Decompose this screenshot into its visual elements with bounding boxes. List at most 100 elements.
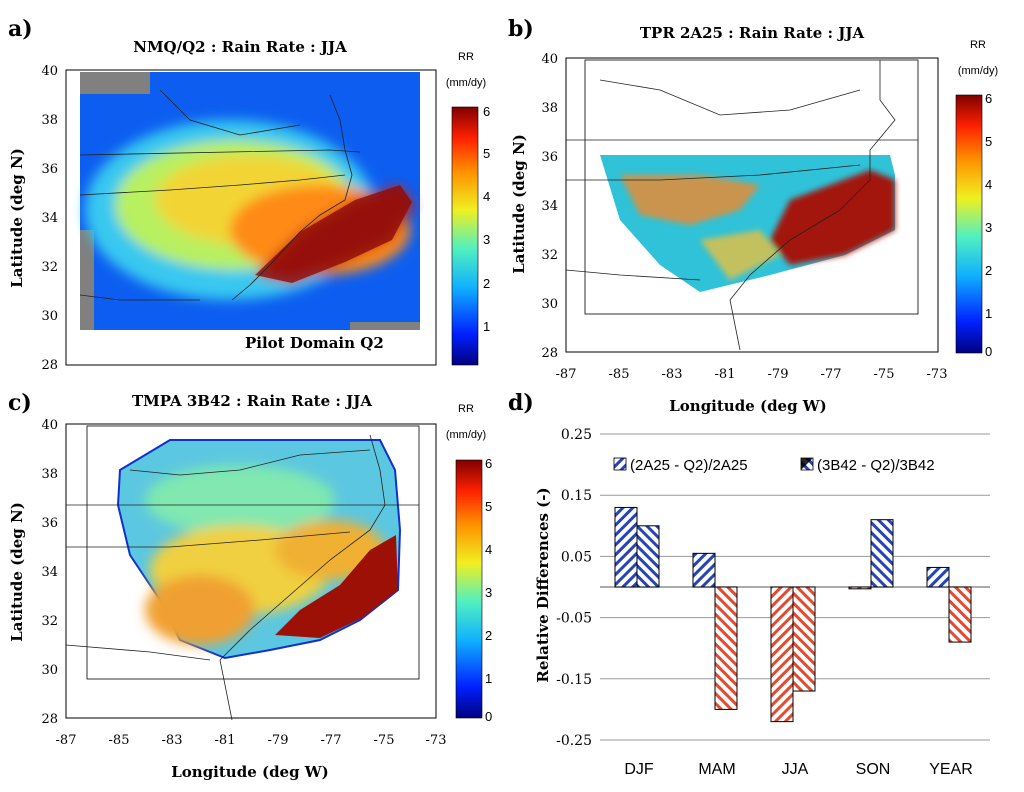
bar-djf-series-1 [614, 506, 638, 588]
bar-mam-series-2 [714, 586, 738, 710]
panel-b-xtick: -75 [874, 367, 895, 382]
bar-son-series-2 [870, 519, 894, 588]
bar-year-series-2 [948, 586, 972, 643]
panel-b-xtick: -77 [821, 367, 842, 382]
panel-a-ytick: 36 [41, 162, 58, 177]
panel-d-ytick: 0.05 [561, 549, 592, 565]
panel-c-coastal-max [275, 535, 398, 638]
panel-b-xtick: -81 [715, 367, 736, 382]
legend-swatch-series-2-corner [801, 458, 813, 470]
panel-a-cbar-tick: 4 [483, 189, 490, 204]
panel-a-cbar [451, 106, 479, 366]
panel-d-xtick: YEAR [929, 761, 973, 778]
panel-d-ytick: -0.05 [556, 611, 592, 627]
panel-c-cbar-tick: 1 [485, 671, 492, 686]
panel-c-colorbar: RR (mm/dy) 6 5 4 3 2 1 0 [446, 403, 492, 724]
panel-b-ytick: 40 [541, 52, 558, 67]
panel-b-cbar-tick: 2 [985, 263, 992, 278]
panel-c-xtick: -79 [268, 733, 289, 748]
panel-c-cbar-tick: 3 [485, 585, 492, 600]
panel-d-yticks: 0.25 0.15 0.05 -0.05 -0.15 -0.25 [556, 427, 592, 749]
panel-b-yticks: 40 38 36 34 32 30 28 [541, 52, 558, 361]
panel-a-nodata-nw [80, 72, 150, 94]
panel-c-xtick: -83 [162, 733, 183, 748]
panel-c-ytick: 34 [41, 565, 58, 580]
panel-a-ytick: 38 [41, 113, 58, 128]
panel-c-ytick: 40 [41, 418, 58, 433]
panel-c-cbar-tick: 4 [485, 542, 492, 557]
panel-a-cbar-title: RR [458, 51, 474, 63]
panel-a-ylabel: Latitude (deg N) [8, 148, 26, 288]
panel-b-xtick: -83 [662, 367, 683, 382]
panel-d-ytick: -0.15 [556, 672, 592, 688]
panel-c-xtick: -77 [321, 733, 342, 748]
panel-b-ytick: 36 [541, 150, 558, 165]
bar-jja-series-1 [770, 586, 794, 723]
legend-swatch-series-1 [613, 457, 627, 471]
panel-c-xtick: -85 [109, 733, 130, 748]
panel-c-ytick: 30 [41, 663, 58, 678]
panel-c-domain-box [86, 425, 420, 680]
panel-a-annotation: Pilot Domain Q2 [245, 334, 384, 352]
panel-c-ytick: 36 [41, 516, 58, 531]
panel-b-xtick: -79 [768, 367, 789, 382]
panel-b-cbar-tick: 3 [985, 220, 992, 235]
panel-c-cbar-tick: 5 [485, 499, 492, 514]
bar-jja-series-2 [792, 586, 816, 692]
panel-d-legend: (2A25 - Q2)/2A25 (3B42 - Q2)/3B42 [613, 457, 935, 474]
panel-a-ytick: 32 [41, 260, 58, 275]
panel-c-xticks: -87 -85 -83 -81 -79 -77 -75 -73 [56, 733, 447, 748]
panel-b-xtick: -73 [927, 367, 948, 382]
panel-b-ylabel: Latitude (deg N) [510, 134, 528, 274]
panel-b-domain-box [584, 59, 919, 315]
panel-a-map: Pilot Domain Q2 [65, 69, 437, 366]
panel-d-ytick: -0.25 [556, 733, 592, 749]
panel-a-letter: a) [8, 16, 33, 42]
panel-a-title: NMQ/Q2 : Rain Rate : JJA [133, 38, 347, 56]
panel-d-xtick: JJA [782, 761, 809, 778]
panel-b-cbar-units: (mm/dy) [958, 65, 998, 77]
panel-b-title: TPR 2A25 : Rain Rate : JJA [640, 24, 865, 42]
panel-b-map [565, 57, 939, 353]
bar-year-series-1 [926, 566, 950, 588]
panel-d-ylabel: Relative Differences (-) [534, 487, 552, 682]
panel-c-cbar-units: (mm/dy) [446, 429, 486, 441]
panel-a-ytick: 30 [41, 309, 58, 324]
panel-a-yticks: 40 38 36 34 32 30 28 [41, 64, 58, 373]
panel-a-ytick: 34 [41, 211, 58, 226]
panel-b-cbar-tick: 6 [985, 91, 992, 106]
panel-b: b) TPR 2A25 : Rain Rate : JJA Latitude (… [508, 16, 998, 415]
panel-c-map [65, 423, 437, 721]
panel-b-colorbar: RR (mm/dy) 6 5 4 3 2 1 0 [955, 39, 998, 359]
panel-c-ytick: 28 [41, 712, 58, 727]
panel-d-bars [614, 506, 972, 723]
panel-b-ytick: 34 [541, 199, 558, 214]
panel-b-cbar-tick: 0 [985, 344, 992, 359]
panel-c-ylabel: Latitude (deg N) [8, 502, 26, 642]
panel-c-xtick: -75 [374, 733, 395, 748]
panel-d-xtick: SON [856, 761, 891, 778]
panel-b-xtick: -87 [556, 367, 577, 382]
panel-c: c) TMPA 3B42 : Rain Rate : JJA Latitude … [8, 390, 492, 781]
panel-a-cbar-tick: 3 [483, 232, 490, 247]
panel-b-cbar [955, 94, 983, 354]
panel-c-ytick: 38 [41, 467, 58, 482]
panel-d-xticks: DJF MAM JJA SON YEAR [624, 761, 972, 778]
bar-mam-series-1 [692, 552, 716, 588]
panel-a-nodata-sw [80, 230, 94, 330]
panel-b-xticks: -87 -85 -83 -81 -79 -77 -75 -73 [556, 367, 948, 382]
panel-b-cbar-tick: 5 [985, 134, 992, 149]
panel-d-ytick: 0.15 [561, 488, 592, 504]
panel-d-ytick: 0.25 [561, 427, 592, 443]
panel-d-xtick: MAM [698, 761, 735, 778]
panel-a-cbar-tick: 2 [483, 276, 490, 291]
panel-c-cbar-title: RR [458, 403, 474, 415]
panel-b-cbar-tick: 1 [985, 306, 992, 321]
panel-d: d) Relative Differences (-) 0.25 0.15 0.05… [508, 390, 990, 778]
panel-b-xtick: -85 [609, 367, 630, 382]
panel-c-yticks: 40 38 36 34 32 30 28 [41, 418, 58, 727]
panel-a-ytick: 28 [41, 358, 58, 373]
legend-label-series-1: (2A25 - Q2)/2A25 [630, 457, 748, 474]
panel-b-xlabel: Longitude (deg W) [669, 397, 827, 415]
panel-a-cbar-tick: 1 [483, 319, 490, 334]
